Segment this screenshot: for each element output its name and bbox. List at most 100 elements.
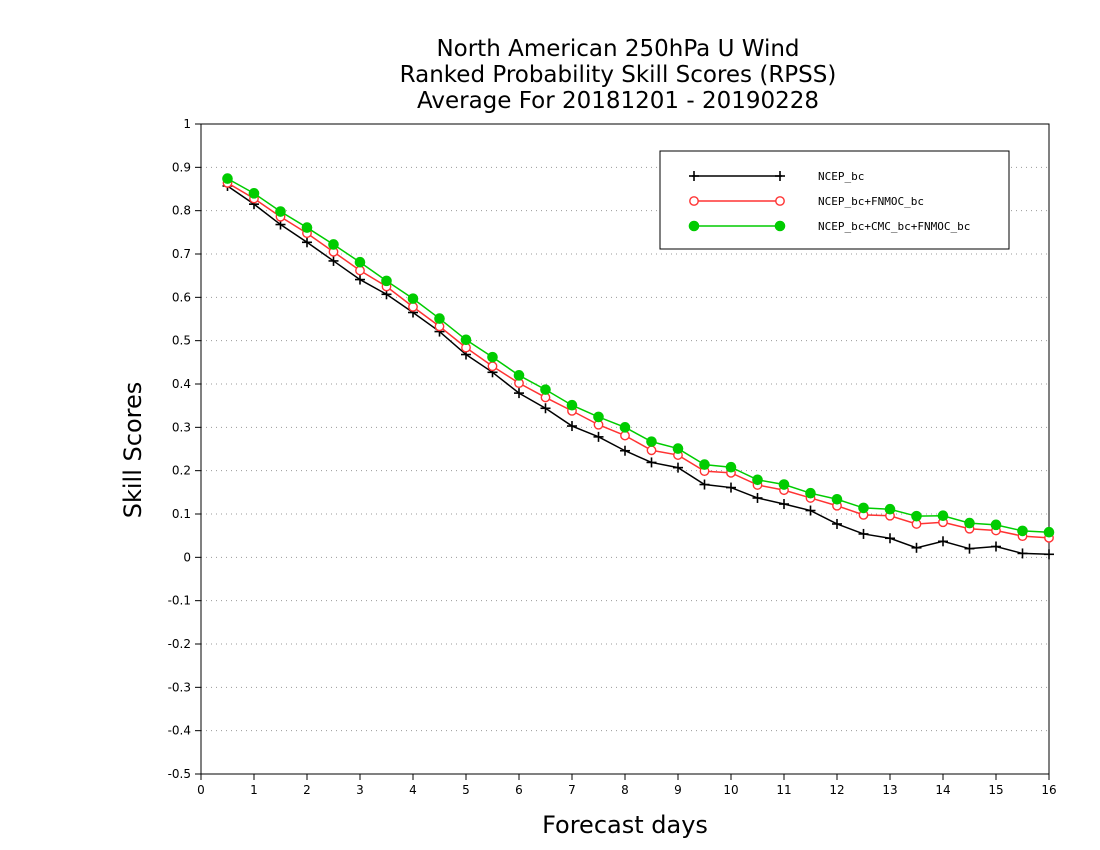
data-point-ncep-bc-cmc-bc-fnmoc-bc: [911, 510, 922, 522]
legend-marker: [774, 220, 786, 232]
legend-marker: [688, 220, 700, 232]
data-point-ncep-bc: [726, 482, 736, 493]
chart-title-line-3: Average For 20181201 - 20190228: [416, 88, 820, 114]
data-point-ncep-bc-cmc-bc-fnmoc-bc: [354, 256, 366, 268]
data-point-ncep-bc: [991, 541, 1001, 552]
data-point-ncep-bc-cmc-bc-fnmoc-bc: [884, 503, 896, 515]
x-tick-label: 10: [723, 783, 738, 797]
x-tick-label: 1: [250, 783, 258, 797]
data-point-ncep-bc-cmc-bc-fnmoc-bc: [248, 188, 260, 199]
data-point-ncep-bc-cmc-bc-fnmoc-bc: [1017, 525, 1028, 537]
data-point-ncep-bc-cmc-bc-fnmoc-bc: [619, 422, 631, 433]
y-tick-label: 0.9: [172, 160, 191, 174]
data-point-ncep-bc-fnmoc-bc: [646, 445, 657, 456]
data-point-ncep-bc: [620, 445, 630, 456]
data-point-ncep-bc-cmc-bc-fnmoc-bc: [858, 502, 869, 514]
data-point-ncep-bc-cmc-bc-fnmoc-bc: [805, 487, 816, 499]
data-point-ncep-bc-cmc-bc-fnmoc-bc: [434, 313, 445, 324]
data-point-ncep-bc: [1017, 548, 1028, 559]
x-tick-label: 3: [356, 783, 364, 797]
data-point-ncep-bc-cmc-bc-fnmoc-bc: [328, 239, 339, 250]
data-point-ncep-bc-cmc-bc-fnmoc-bc: [566, 399, 578, 411]
x-tick-label: 4: [409, 783, 417, 797]
x-tick-label: 8: [621, 783, 629, 797]
y-tick-label: 0.1: [172, 507, 191, 521]
data-point-ncep-bc: [938, 536, 948, 547]
y-tick-label: 0.6: [172, 290, 191, 304]
data-point-ncep-bc: [646, 457, 657, 468]
data-point-ncep-bc-cmc-bc-fnmoc-bc: [778, 479, 790, 490]
series-ncep-bc-fnmoc-bc: [222, 178, 1054, 543]
data-point-ncep-bc-cmc-bc-fnmoc-bc: [381, 275, 392, 287]
legend-entry-ncep-bc-cmc-bc-fnmoc-bc: NCEP_bc+CMC_bc+FNMOC_bc: [688, 220, 970, 233]
series-ncep-bc: [222, 180, 1054, 560]
x-tick-label: 11: [776, 783, 791, 797]
x-tick-label: 2: [303, 783, 311, 797]
legend-marker: [775, 196, 785, 206]
series-line-ncep-bc: [227, 185, 1050, 556]
y-tick-label: 0.5: [172, 334, 191, 348]
x-axis-title: Forecast days: [542, 811, 708, 839]
legend-marker: [689, 196, 699, 206]
data-point-ncep-bc: [1044, 549, 1054, 560]
legend: NCEP_bc NCEP_bc+FNMOC_bc NCEP_bc+CMC_bc+FN…: [659, 150, 1010, 250]
y-axis-title: Skill Scores: [119, 382, 147, 519]
data-point-ncep-bc: [302, 237, 312, 248]
data-point-ncep-bc-fnmoc-bc: [487, 361, 498, 372]
y-tick-label: -0.2: [168, 637, 191, 651]
data-point-ncep-bc-cmc-bc-fnmoc-bc: [487, 351, 498, 363]
data-point-ncep-bc: [911, 542, 922, 553]
legend-entry-ncep-bc: NCEP_bc: [689, 170, 864, 183]
data-point-ncep-bc: [779, 499, 789, 510]
y-tick-label: -0.4: [168, 724, 191, 738]
data-point-ncep-bc-cmc-bc-fnmoc-bc: [460, 334, 472, 346]
legend-box: [659, 150, 1010, 250]
data-point-ncep-bc: [593, 431, 604, 442]
data-point-ncep-bc-cmc-bc-fnmoc-bc: [593, 411, 604, 423]
data-point-ncep-bc-cmc-bc-fnmoc-bc: [540, 384, 551, 395]
data-point-ncep-bc: [540, 403, 551, 414]
x-tick-label: 0: [197, 783, 205, 797]
legend-marker: [775, 171, 785, 181]
x-tick-label: 14: [935, 783, 950, 797]
data-point-ncep-bc: [885, 533, 895, 544]
chart-title-line-1: North American 250hPa U Wind: [436, 36, 800, 62]
data-point-ncep-bc: [752, 492, 763, 503]
data-point-ncep-bc: [832, 518, 842, 529]
series-layer: [222, 173, 1055, 560]
x-tick-label: 13: [882, 783, 897, 797]
series-ncep-bc-cmc-bc-fnmoc-bc: [222, 173, 1055, 538]
data-point-ncep-bc: [514, 388, 524, 399]
y-tick-label: 1: [183, 117, 191, 131]
y-tick-label: 0.7: [172, 247, 191, 261]
legend-label: NCEP_bc+FNMOC_bc: [818, 195, 924, 208]
legend-marker: [689, 171, 699, 181]
legend-label: NCEP_bc+CMC_bc+FNMOC_bc: [818, 220, 970, 233]
data-point-ncep-bc: [673, 462, 683, 473]
data-point-ncep-bc: [858, 528, 869, 539]
data-point-ncep-bc: [328, 255, 339, 266]
data-point-ncep-bc: [699, 479, 710, 490]
x-tick-label: 16: [1041, 783, 1056, 797]
x-tick-label: 7: [568, 783, 576, 797]
x-tick-label: 9: [674, 783, 682, 797]
x-tick-label: 12: [829, 783, 844, 797]
x-tick-label: 15: [988, 783, 1003, 797]
data-point-ncep-bc-cmc-bc-fnmoc-bc: [725, 461, 737, 473]
data-point-ncep-bc: [964, 543, 975, 554]
data-point-ncep-bc-cmc-bc-fnmoc-bc: [407, 293, 419, 304]
data-point-ncep-bc-cmc-bc-fnmoc-bc: [1043, 526, 1055, 538]
y-tick-label: -0.5: [168, 767, 191, 781]
data-point-ncep-bc-cmc-bc-fnmoc-bc: [990, 519, 1002, 531]
data-point-ncep-bc: [567, 421, 577, 432]
y-tick-label: 0.3: [172, 420, 191, 434]
y-tick-label: 0.4: [172, 377, 191, 391]
y-axis: 1 0.9 0.8 0.7 0.6 0.5 0.4 0.3 0.2 0.1 0 -0.1 -0.2 -0.…: [168, 117, 201, 781]
data-point-ncep-bc-cmc-bc-fnmoc-bc: [275, 206, 286, 217]
y-tick-label: -0.1: [168, 594, 191, 608]
legend-entry-ncep-bc-fnmoc-bc: NCEP_bc+FNMOC_bc: [689, 195, 924, 208]
y-tick-label: -0.3: [168, 680, 191, 694]
data-point-ncep-bc-cmc-bc-fnmoc-bc: [699, 459, 710, 470]
data-point-ncep-bc-cmc-bc-fnmoc-bc: [301, 222, 313, 233]
